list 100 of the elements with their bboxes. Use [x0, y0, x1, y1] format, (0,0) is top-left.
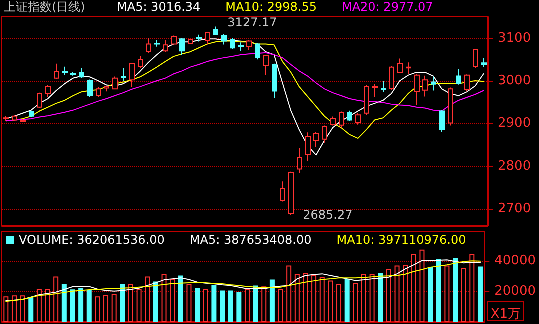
- bar: [178, 276, 184, 322]
- bar: [444, 266, 450, 322]
- candlestick: [464, 74, 470, 92]
- candlestick: [188, 38, 193, 45]
- candlestick: [79, 68, 84, 78]
- candlestick: [87, 79, 93, 98]
- chart-title: 上证指数(日线): [4, 0, 86, 14]
- bar: [170, 279, 176, 322]
- text: MA5: 387653408.00: [190, 233, 312, 247]
- bar: [54, 276, 59, 322]
- bar: [20, 296, 26, 322]
- bar: [262, 286, 267, 322]
- candlestick: [45, 84, 51, 98]
- bar: [378, 273, 384, 322]
- bar: [28, 297, 34, 322]
- bar: [236, 292, 242, 322]
- text: MA10: 2998.55: [226, 0, 317, 14]
- line-series: [6, 52, 484, 122]
- candlestick: [439, 109, 445, 133]
- candlestick: [3, 115, 9, 122]
- candlestick: [431, 76, 436, 92]
- candlestick: [422, 75, 428, 98]
- candlestick: [406, 62, 411, 75]
- bar: [212, 285, 217, 322]
- candlestick: [54, 63, 59, 80]
- candlestick: [104, 86, 109, 92]
- candlestick: [339, 111, 344, 128]
- candlestick: [37, 92, 42, 109]
- candlestick: [146, 38, 151, 54]
- candlestick: [272, 63, 277, 99]
- candlestick: [397, 58, 403, 74]
- bar: [145, 276, 150, 322]
- candlestick: [112, 76, 118, 90]
- candlestick: [297, 148, 302, 174]
- candlestick: [305, 132, 311, 162]
- bar: [436, 259, 442, 322]
- candlestick: [347, 110, 352, 122]
- bar: [220, 290, 226, 322]
- bar: [244, 289, 250, 322]
- bar: [104, 295, 109, 322]
- candlestick: [205, 32, 210, 46]
- bar: [294, 274, 300, 322]
- y-tick-label: 3100: [498, 30, 532, 46]
- candlestick: [96, 86, 101, 98]
- bar: [120, 284, 126, 322]
- candlestick: [20, 118, 26, 123]
- y-tick-label: 20000: [494, 284, 536, 299]
- candlestick: [12, 114, 17, 122]
- candlestick: [473, 48, 478, 69]
- bar: [203, 289, 208, 322]
- candlestick: [330, 116, 336, 126]
- bar: [70, 290, 76, 322]
- bar: [312, 275, 317, 322]
- bar: [453, 258, 458, 322]
- y-tick-label: 2900: [498, 116, 532, 132]
- candlestick: [246, 40, 252, 51]
- bar: [186, 284, 192, 322]
- series-label: MA10: 397110976.00: [336, 233, 466, 247]
- text: MA20: 2977.07: [342, 0, 434, 14]
- bar: [95, 296, 100, 322]
- text: X1万: [490, 307, 522, 322]
- bar: [153, 282, 158, 322]
- bar: [344, 279, 350, 322]
- candlestick: [154, 40, 160, 48]
- bar: [336, 284, 342, 322]
- candlestick: [129, 62, 135, 88]
- bar: [228, 290, 234, 322]
- bar: [112, 294, 117, 322]
- bar: [286, 266, 292, 322]
- bar: [411, 254, 416, 322]
- candlestick: [481, 57, 487, 68]
- bar: [420, 250, 425, 322]
- bar: [361, 274, 366, 322]
- bar: [4, 296, 9, 322]
- candlestick: [288, 171, 294, 216]
- bar: [461, 268, 466, 322]
- y-tick-label: 3000: [498, 73, 532, 88]
- bar: [62, 284, 67, 322]
- candlestick: [389, 66, 394, 91]
- candlestick: [381, 80, 386, 93]
- bar: [303, 273, 308, 322]
- bar: [428, 267, 434, 322]
- candlestick: [171, 35, 177, 46]
- bar: [278, 289, 284, 322]
- candlestick: [255, 42, 260, 60]
- legend-label: VOLUME: 362061536.00: [19, 233, 165, 247]
- y-tick-label: 2700: [498, 201, 532, 216]
- candlestick: [238, 42, 244, 52]
- bar: [128, 284, 134, 322]
- bar: [386, 269, 392, 322]
- bar: [353, 283, 358, 322]
- bar: [78, 288, 84, 322]
- bar: [394, 266, 400, 322]
- candlestick: [414, 74, 420, 106]
- bar: [370, 274, 375, 322]
- candlestick: [448, 87, 453, 126]
- candlestick: [196, 34, 202, 42]
- bar: [45, 289, 50, 322]
- bar: [36, 289, 42, 322]
- candlestick: [213, 26, 218, 36]
